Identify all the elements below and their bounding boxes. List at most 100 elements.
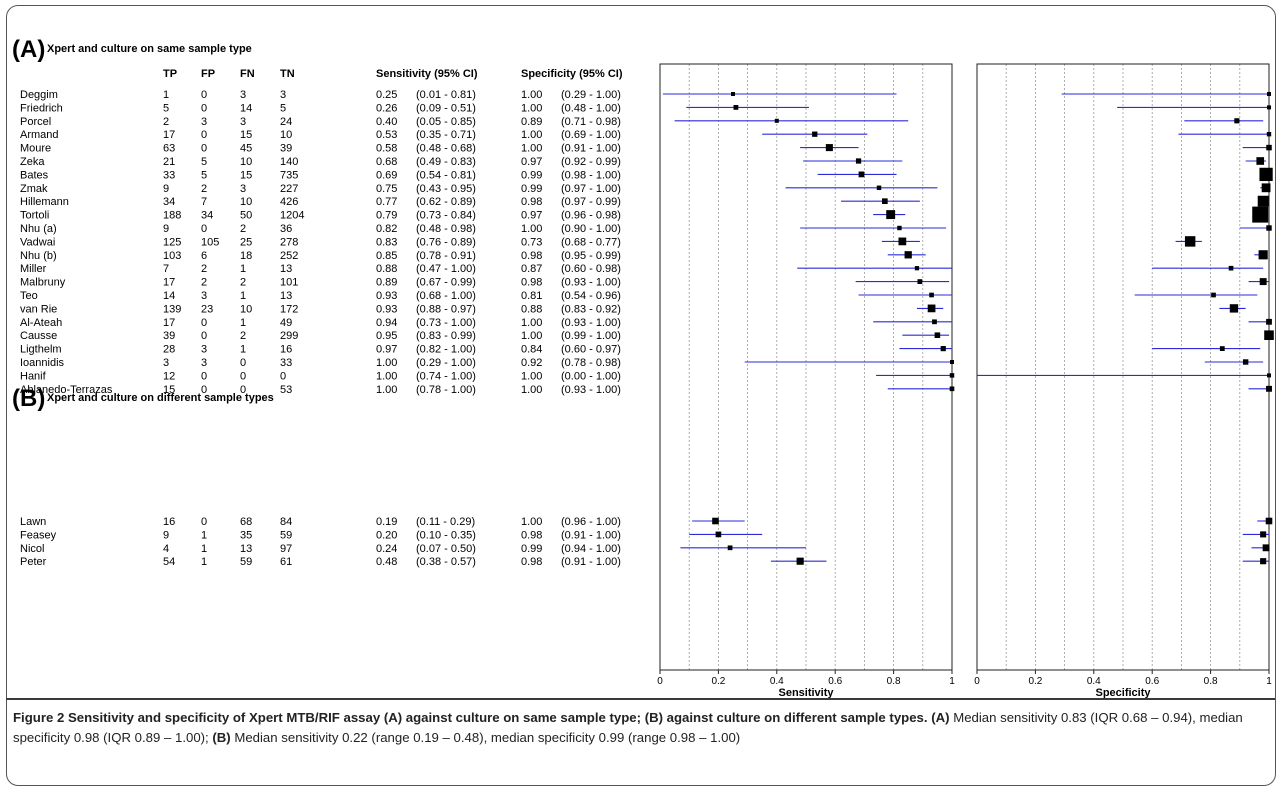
cell-sensitivity-ci: (0.68 - 1.00)	[416, 290, 476, 302]
cell-tp: 4	[163, 543, 169, 555]
cell-fn: 68	[240, 516, 252, 528]
cell-sensitivity-ci: (0.48 - 0.68)	[416, 143, 476, 155]
study-name: van Rie	[20, 303, 57, 315]
cell-specificity: 0.92	[521, 357, 542, 369]
cell-fp: 0	[201, 129, 207, 141]
caption-a-label: (A)	[931, 710, 950, 725]
cell-specificity-ci: (0.90 - 1.00)	[561, 223, 621, 235]
cell-fn: 2	[240, 277, 246, 289]
specificity-point	[1267, 92, 1271, 96]
caption-divider	[6, 698, 1275, 700]
cell-fn: 3	[240, 116, 246, 128]
cell-specificity-ci: (0.99 - 1.00)	[561, 330, 621, 342]
x-tick-label: 0	[657, 676, 663, 687]
cell-specificity: 0.89	[521, 116, 542, 128]
cell-fn: 10	[240, 303, 252, 315]
cell-fp: 1	[201, 543, 207, 555]
cell-fn: 15	[240, 129, 252, 141]
sensitivity-point	[858, 171, 865, 178]
cell-fp: 3	[201, 357, 207, 369]
cell-fn: 0	[240, 384, 246, 396]
cell-sensitivity: 1.00	[376, 357, 397, 369]
cell-fp: 0	[201, 102, 207, 114]
cell-specificity-ci: (0.93 - 1.00)	[561, 277, 621, 289]
cell-specificity-ci: (0.60 - 0.98)	[561, 263, 621, 275]
cell-sensitivity-ci: (0.82 - 1.00)	[416, 344, 476, 356]
cell-tn: 735	[280, 169, 298, 181]
cell-fp: 0	[201, 223, 207, 235]
cell-fp: 6	[201, 250, 207, 262]
cell-fp: 0	[201, 370, 207, 382]
study-name: Friedrich	[20, 102, 63, 114]
cell-sensitivity: 0.79	[376, 210, 397, 222]
x-tick-label: 0.6	[828, 676, 842, 687]
sensitivity-point	[940, 346, 946, 352]
cell-tp: 188	[163, 210, 181, 222]
sensitivity-point	[927, 304, 936, 313]
cell-tp: 5	[163, 102, 169, 114]
sensitivity-point	[712, 517, 719, 525]
cell-sensitivity: 0.75	[376, 183, 397, 195]
section-a-letter: (A)	[12, 36, 45, 63]
cell-specificity-ci: (0.96 - 1.00)	[561, 516, 621, 528]
cell-sensitivity: 0.25	[376, 89, 397, 101]
cell-tn: 140	[280, 156, 298, 168]
cell-tn: 172	[280, 303, 298, 315]
sensitivity-panel	[659, 63, 953, 671]
cell-tn: 24	[280, 116, 292, 128]
section-b-letter: (B)	[12, 385, 45, 412]
cell-sensitivity: 0.68	[376, 156, 397, 168]
cell-tn: 101	[280, 277, 298, 289]
cell-fp: 1	[201, 529, 207, 541]
specificity-point	[1265, 517, 1273, 525]
cell-fp: 0	[201, 143, 207, 155]
cell-tn: 59	[280, 529, 292, 541]
specificity-point	[1266, 144, 1272, 151]
cell-specificity: 0.99	[521, 543, 542, 555]
specificity-point	[1219, 346, 1225, 352]
sensitivity-point	[914, 266, 920, 271]
cell-specificity: 0.99	[521, 183, 542, 195]
cell-tn: 39	[280, 143, 292, 155]
cell-specificity-ci: (0.93 - 1.00)	[561, 317, 621, 329]
cell-sensitivity: 1.00	[376, 384, 397, 396]
specificity-point	[1266, 105, 1272, 110]
cell-fn: 0	[240, 370, 246, 382]
cell-specificity-ci: (0.60 - 0.97)	[561, 344, 621, 356]
cell-sensitivity: 0.77	[376, 196, 397, 208]
x-tick-label: 0.2	[711, 676, 725, 687]
cell-sensitivity-ci: (0.54 - 0.81)	[416, 169, 476, 181]
x-tick-label: 0.4	[1087, 676, 1101, 687]
sensitivity-point	[882, 198, 888, 205]
cell-specificity: 1.00	[521, 317, 542, 329]
cell-tp: 2	[163, 116, 169, 128]
cell-tn: 1204	[280, 210, 304, 222]
x-tick-label: 0.8	[1204, 676, 1218, 687]
cell-sensitivity-ci: (0.88 - 0.97)	[416, 303, 476, 315]
cell-sensitivity: 0.93	[376, 290, 397, 302]
cell-tn: 16	[280, 344, 292, 356]
cell-fn: 10	[240, 156, 252, 168]
cell-fn: 13	[240, 543, 252, 555]
cell-sensitivity-ci: (0.43 - 0.95)	[416, 183, 476, 195]
sensitivity-point	[825, 144, 833, 152]
cell-tn: 33	[280, 357, 292, 369]
cell-sensitivity-ci: (0.47 - 1.00)	[416, 263, 476, 275]
cell-fp: 34	[201, 210, 213, 222]
study-name: Zeka	[20, 156, 45, 168]
specificity-point	[1261, 183, 1271, 193]
specificity-point	[1258, 250, 1268, 260]
cell-sensitivity: 0.89	[376, 277, 397, 289]
specificity-point	[1211, 292, 1216, 298]
cell-tp: 12	[163, 370, 175, 382]
sensitivity-point	[950, 360, 954, 364]
specificity-point	[1259, 278, 1267, 286]
cell-specificity: 1.00	[521, 143, 542, 155]
cell-specificity: 0.73	[521, 236, 542, 248]
cell-fp: 105	[201, 236, 219, 248]
x-tick-label: 0	[974, 676, 980, 687]
cell-sensitivity-ci: (0.05 - 0.85)	[416, 116, 476, 128]
sensitivity-point	[855, 158, 862, 164]
cell-fn: 35	[240, 529, 252, 541]
cell-sensitivity-ci: (0.48 - 0.98)	[416, 223, 476, 235]
